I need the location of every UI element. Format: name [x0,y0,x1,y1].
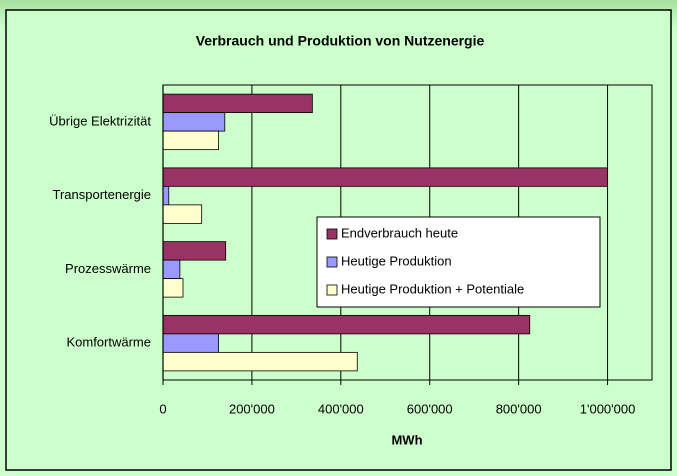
legend-swatch [326,256,338,268]
x-tick-label: 200'000 [229,401,275,416]
x-tick-label: 600'000 [407,401,453,416]
bar [162,130,219,151]
legend-label: Heutige Produktion [341,253,452,268]
y-tick-label: Prozesswärme [65,261,151,276]
bar [162,259,181,280]
bar [162,314,531,335]
x-tick-label: 1'000'000 [580,401,636,416]
bar [162,204,203,224]
x-tick-label: 0 [159,401,166,416]
bar [162,185,170,206]
x-axis-label: MWh [391,432,422,447]
bar [162,333,219,353]
bar [162,278,184,298]
legend-swatch [326,284,338,296]
legend-box [316,216,601,308]
y-tick-label: Transportenergie [52,187,151,202]
bar [162,241,227,261]
x-tick-label: 400'000 [318,401,364,416]
bar [162,112,226,132]
x-tick-label: 800'000 [496,401,542,416]
y-tick-label: Übrige Elektrizität [49,113,151,128]
bar [162,351,358,372]
legend-label: Endverbrauch heute [341,225,458,240]
chart-title: Verbrauch und Produktion von Nutzenergie [196,33,485,49]
y-tick-label: Komfortwärme [66,335,151,350]
legend-label: Heutige Produktion + Potentiale [341,281,524,296]
bar [162,93,313,114]
legend-swatch [326,228,338,240]
bar [162,167,608,187]
